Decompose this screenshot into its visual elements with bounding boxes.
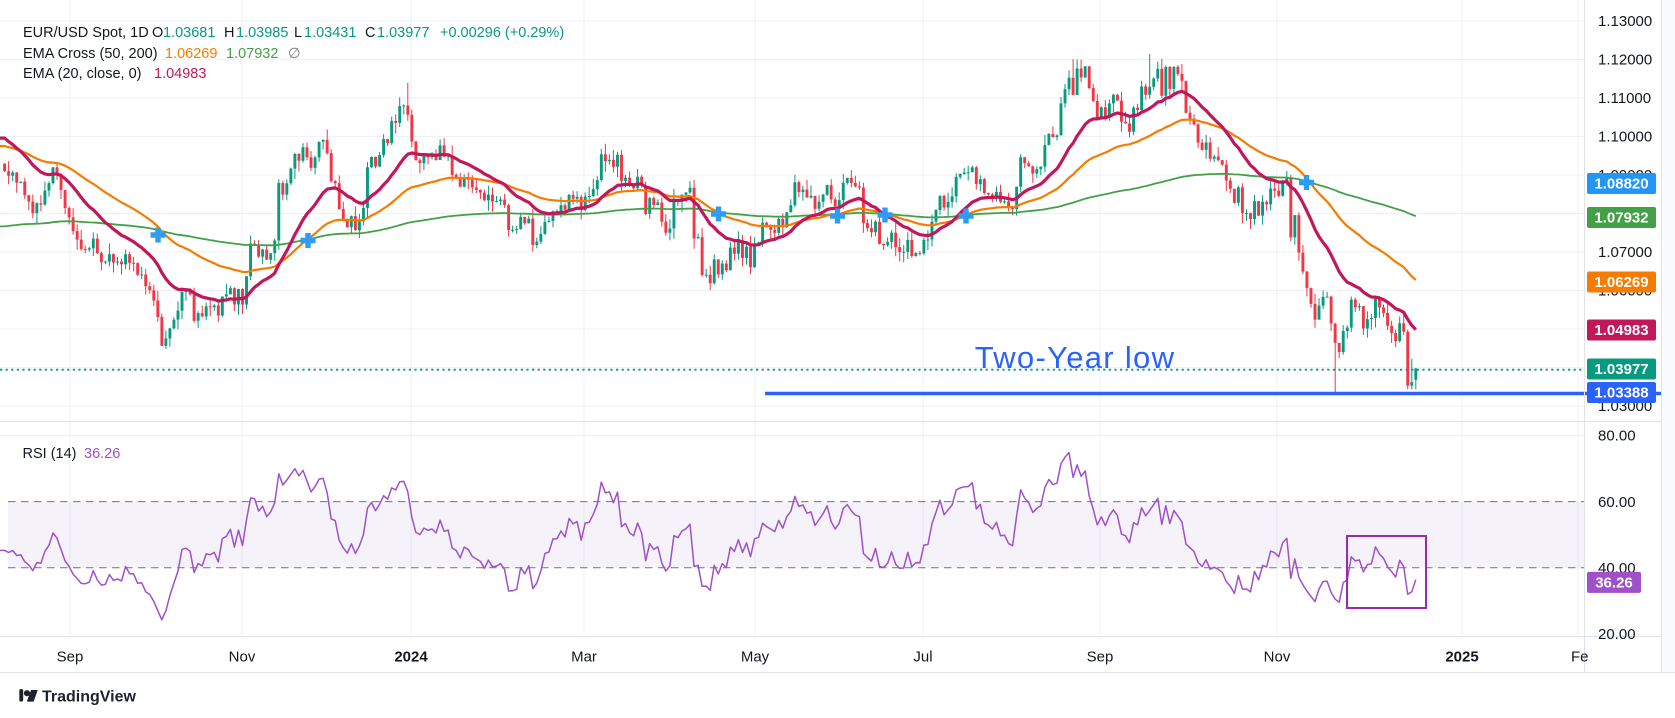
svg-text:RSI (14): RSI (14)	[23, 446, 77, 462]
svg-text:60.00: 60.00	[1598, 494, 1636, 511]
svg-text:1.12000: 1.12000	[1598, 52, 1652, 69]
svg-text:∅: ∅	[288, 46, 301, 62]
svg-text:1.08820: 1.08820	[1594, 176, 1648, 193]
svg-text:2024: 2024	[394, 649, 428, 666]
svg-text:+0.00296 (+0.29%): +0.00296 (+0.29%)	[440, 25, 564, 41]
svg-text:O: O	[152, 25, 163, 41]
svg-text:1.03977: 1.03977	[1594, 361, 1648, 378]
svg-text:Nov: Nov	[1264, 649, 1291, 666]
svg-text:1.06269: 1.06269	[165, 46, 217, 62]
svg-text:Sep: Sep	[1087, 649, 1114, 666]
svg-text:EMA Cross (50, 200): EMA Cross (50, 200)	[23, 46, 158, 62]
svg-text:EUR/USD Spot, 1D: EUR/USD Spot, 1D	[23, 25, 149, 41]
svg-text:1.13000: 1.13000	[1598, 13, 1652, 30]
svg-text:Two-Year low: Two-Year low	[975, 340, 1176, 375]
svg-text:1.03431: 1.03431	[304, 25, 356, 41]
svg-text:36.26: 36.26	[84, 446, 120, 462]
svg-text:1.07932: 1.07932	[1594, 210, 1648, 227]
svg-text:1.03681: 1.03681	[163, 25, 215, 41]
svg-text:1.04983: 1.04983	[154, 66, 206, 82]
svg-text:Fe: Fe	[1571, 649, 1589, 666]
svg-text:1.10000: 1.10000	[1598, 129, 1652, 146]
svg-text:Mar: Mar	[571, 649, 597, 666]
svg-text:80.00: 80.00	[1598, 428, 1636, 445]
svg-text:1.03985: 1.03985	[236, 25, 288, 41]
svg-text:1.04983: 1.04983	[1594, 322, 1648, 339]
svg-text:2025: 2025	[1445, 649, 1478, 666]
svg-text:Jul: Jul	[913, 649, 932, 666]
svg-text:1.06269: 1.06269	[1594, 274, 1648, 291]
svg-text:May: May	[741, 649, 770, 666]
svg-text:Sep: Sep	[57, 649, 84, 666]
svg-text:1.03388: 1.03388	[1594, 385, 1648, 402]
svg-text:EMA (20, close, 0): EMA (20, close, 0)	[23, 66, 141, 82]
svg-text:1.03977: 1.03977	[377, 25, 429, 41]
svg-text:C: C	[365, 25, 375, 41]
svg-text:1.11000: 1.11000	[1598, 90, 1651, 107]
svg-text:H: H	[224, 25, 234, 41]
svg-text:TradingView: TradingView	[42, 689, 137, 706]
svg-text:Nov: Nov	[229, 649, 256, 666]
svg-text:36.26: 36.26	[1595, 575, 1633, 592]
svg-text:20.00: 20.00	[1598, 626, 1636, 643]
svg-text:1.07000: 1.07000	[1598, 244, 1652, 261]
svg-text:1.07932: 1.07932	[226, 46, 278, 62]
svg-text:L: L	[294, 25, 302, 41]
